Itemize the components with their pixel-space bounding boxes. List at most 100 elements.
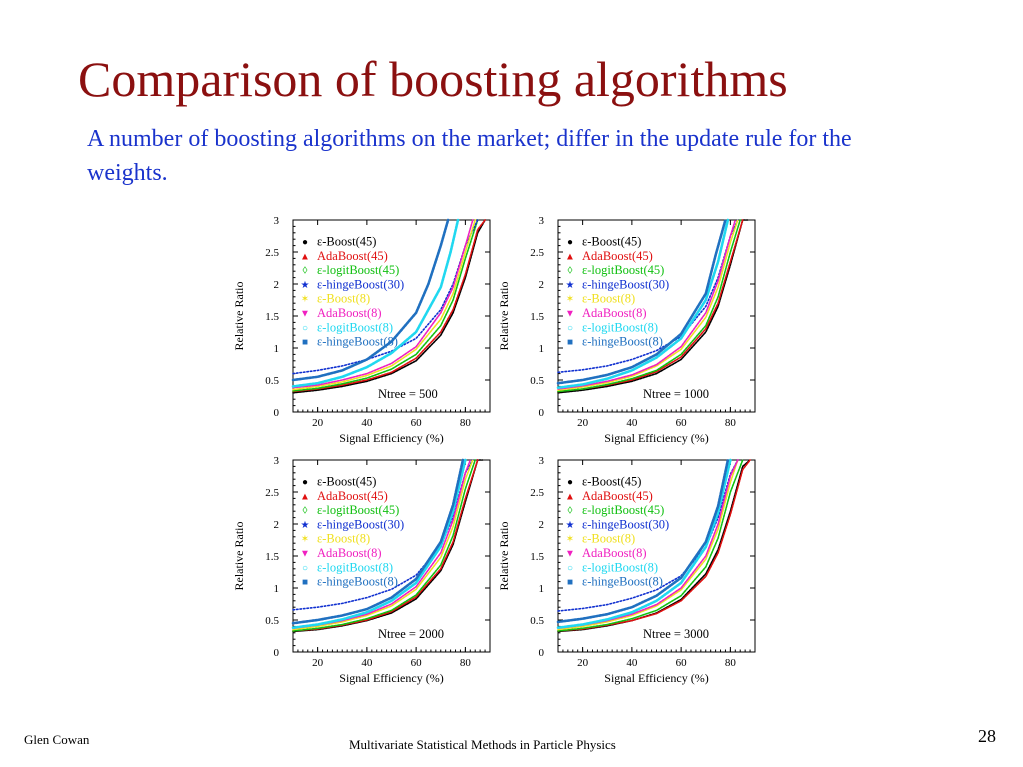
legend-entry: AdaBoost(8) xyxy=(317,306,382,320)
legend-marker: ★ xyxy=(566,520,575,531)
chart-panel-2: 0 0.5 1 1.5 2 2.5 3 20 40 60 80 Signal Efficiency (… xyxy=(497,215,756,445)
series-line-7 xyxy=(556,218,730,389)
legend-marker: ○ xyxy=(567,563,573,574)
y-tick-label: 1.5 xyxy=(530,551,544,563)
legend-marker: ▼ xyxy=(300,309,310,320)
y-tick-label: 0 xyxy=(539,647,545,659)
series-line-3 xyxy=(557,219,741,393)
x-tick-label: 40 xyxy=(361,657,373,669)
y-tick-label: 2.5 xyxy=(530,247,544,259)
series-line-8 xyxy=(291,458,465,625)
legend-marker: ○ xyxy=(302,563,308,574)
x-tick-label: 60 xyxy=(411,417,423,429)
legend-entry: ε-Boost(45) xyxy=(582,475,641,489)
y-tick-label: 0.5 xyxy=(530,615,544,627)
y-tick-label: 1.5 xyxy=(265,311,279,323)
x-tick-label: 40 xyxy=(626,657,638,669)
legend-marker: ▼ xyxy=(300,549,310,560)
legend-entry: ε-logitBoost(45) xyxy=(582,503,664,517)
series-line-2 xyxy=(292,219,486,393)
y-tick-label: 0.5 xyxy=(530,375,544,387)
y-tick-label: 3 xyxy=(274,455,280,467)
series-line-1 xyxy=(292,219,486,394)
legend-entry: ε-logitBoost(45) xyxy=(317,263,399,277)
y-tick-label: 0 xyxy=(274,647,280,659)
series-line-4 xyxy=(557,459,739,612)
legend-marker: ● xyxy=(567,477,573,488)
legend-marker: ■ xyxy=(302,577,308,588)
ntree-annotation: Ntree = 3000 xyxy=(643,627,709,641)
legend-marker: ▲ xyxy=(565,251,575,262)
y-axis-label: Relative Ratio xyxy=(497,282,511,351)
legend-marker: ■ xyxy=(302,337,308,348)
legend-marker: ✶ xyxy=(301,534,309,545)
y-tick-label: 0 xyxy=(539,407,545,419)
legend-entry: ε-logitBoost(45) xyxy=(317,503,399,517)
x-axis-label: Signal Efficiency (%) xyxy=(339,431,443,445)
legend-entry: ε-hingeBoost(30) xyxy=(317,277,404,291)
legend-entry: ε-logitBoost(8) xyxy=(582,560,658,574)
x-tick-label: 20 xyxy=(312,417,324,429)
legend-entry: AdaBoost(45) xyxy=(582,489,653,503)
legend-entry: ε-Boost(45) xyxy=(317,475,376,489)
plot-frame xyxy=(557,459,756,653)
legend-marker: ■ xyxy=(567,337,573,348)
x-axis-label: Signal Efficiency (%) xyxy=(339,671,443,685)
y-tick-label: 0 xyxy=(274,407,280,419)
y-tick-label: 2 xyxy=(539,519,545,531)
legend-entry: ε-Boost(45) xyxy=(582,235,641,249)
legend-marker: ▲ xyxy=(300,491,310,502)
series-line-5 xyxy=(557,219,739,391)
x-tick-label: 40 xyxy=(361,417,373,429)
x-axis-label: Signal Efficiency (%) xyxy=(604,431,708,445)
y-tick-label: 3 xyxy=(539,455,545,467)
x-tick-label: 40 xyxy=(626,417,638,429)
legend-marker: ◊ xyxy=(303,506,308,517)
legend-entry: ε-hingeBoost(8) xyxy=(582,335,663,349)
legend-entry: AdaBoost(8) xyxy=(582,546,647,560)
legend-marker: ○ xyxy=(567,323,573,334)
y-tick-label: 1 xyxy=(539,343,545,355)
legend-marker: ✶ xyxy=(566,294,574,305)
plot-frame xyxy=(557,219,756,413)
legend-entry: ε-hingeBoost(30) xyxy=(317,517,404,531)
legend-entry: ε-hingeBoost(8) xyxy=(317,335,398,349)
x-tick-label: 80 xyxy=(460,657,472,669)
legend-marker: ▼ xyxy=(565,549,575,560)
page-number: 28 xyxy=(978,726,996,746)
legend-marker: ✶ xyxy=(566,534,574,545)
legend-marker: ★ xyxy=(301,280,310,291)
y-tick-label: 2 xyxy=(539,279,545,291)
y-tick-label: 3 xyxy=(274,215,280,227)
series-line-8 xyxy=(556,458,730,624)
legend-entry: ε-Boost(45) xyxy=(317,235,376,249)
chart-panel-3: 0 0.5 1 1.5 2 2.5 3 20 40 60 80 Signal Efficiency (… xyxy=(232,455,491,685)
series-line-5 xyxy=(292,459,474,631)
chart-panel-4: 0 0.5 1 1.5 2 2.5 3 20 40 60 80 Signal Efficiency (… xyxy=(497,455,756,685)
series-line-8 xyxy=(556,218,727,385)
x-tick-label: 80 xyxy=(725,657,737,669)
legend-marker: ○ xyxy=(302,323,308,334)
legend-entry: AdaBoost(8) xyxy=(317,546,382,560)
y-tick-label: 2 xyxy=(274,279,280,291)
legend-marker: ◊ xyxy=(303,266,308,277)
legend-entry: ε-logitBoost(8) xyxy=(317,320,393,334)
series-line-5 xyxy=(292,219,476,391)
y-tick-label: 1 xyxy=(274,583,280,595)
y-tick-label: 3 xyxy=(539,215,545,227)
x-tick-label: 80 xyxy=(460,417,472,429)
legend-entry: ε-logitBoost(8) xyxy=(582,320,658,334)
y-tick-label: 2.5 xyxy=(265,487,279,499)
series-line-6 xyxy=(292,219,474,389)
legend-entry: ε-hingeBoost(8) xyxy=(582,575,663,589)
legend-entry: ε-Boost(8) xyxy=(317,532,370,546)
legend-marker: ● xyxy=(302,477,308,488)
legend-marker: ▲ xyxy=(565,491,575,502)
ntree-annotation: Ntree = 500 xyxy=(378,387,438,401)
legend-entry: ε-hingeBoost(8) xyxy=(317,575,398,589)
x-tick-label: 80 xyxy=(725,417,737,429)
y-axis-label: Relative Ratio xyxy=(232,522,246,591)
series-line-7 xyxy=(291,458,467,629)
x-tick-label: 60 xyxy=(676,657,688,669)
